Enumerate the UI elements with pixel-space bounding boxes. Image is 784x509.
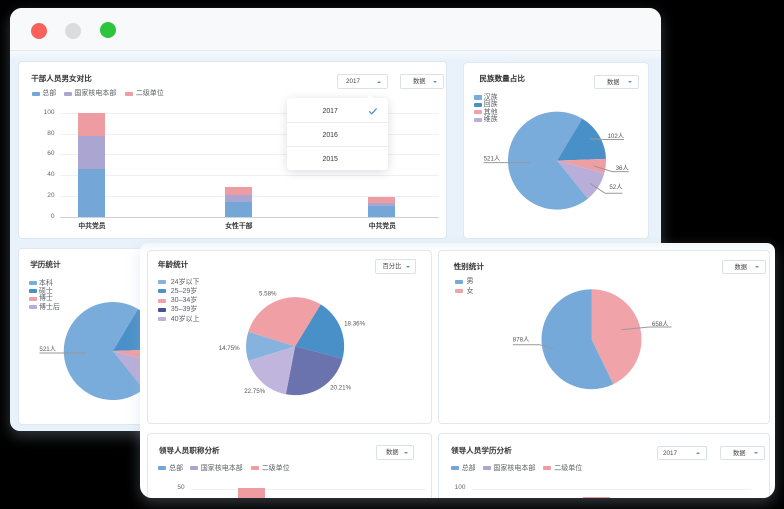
svg-text:658人: 658人 (651, 321, 668, 328)
svg-text:52人: 52人 (609, 184, 622, 191)
svg-text:521人: 521人 (484, 155, 501, 162)
svg-text:5.58%: 5.58% (259, 290, 277, 297)
svg-text:22.75%: 22.75% (244, 388, 265, 395)
svg-text:36人: 36人 (616, 164, 629, 171)
svg-text:521人: 521人 (39, 346, 56, 353)
svg-text:102人: 102人 (607, 132, 624, 139)
svg-text:878人: 878人 (512, 336, 529, 343)
svg-text:18.36%: 18.36% (344, 320, 365, 327)
svg-text:20.21%: 20.21% (330, 384, 351, 391)
svg-text:14.75%: 14.75% (219, 345, 240, 352)
